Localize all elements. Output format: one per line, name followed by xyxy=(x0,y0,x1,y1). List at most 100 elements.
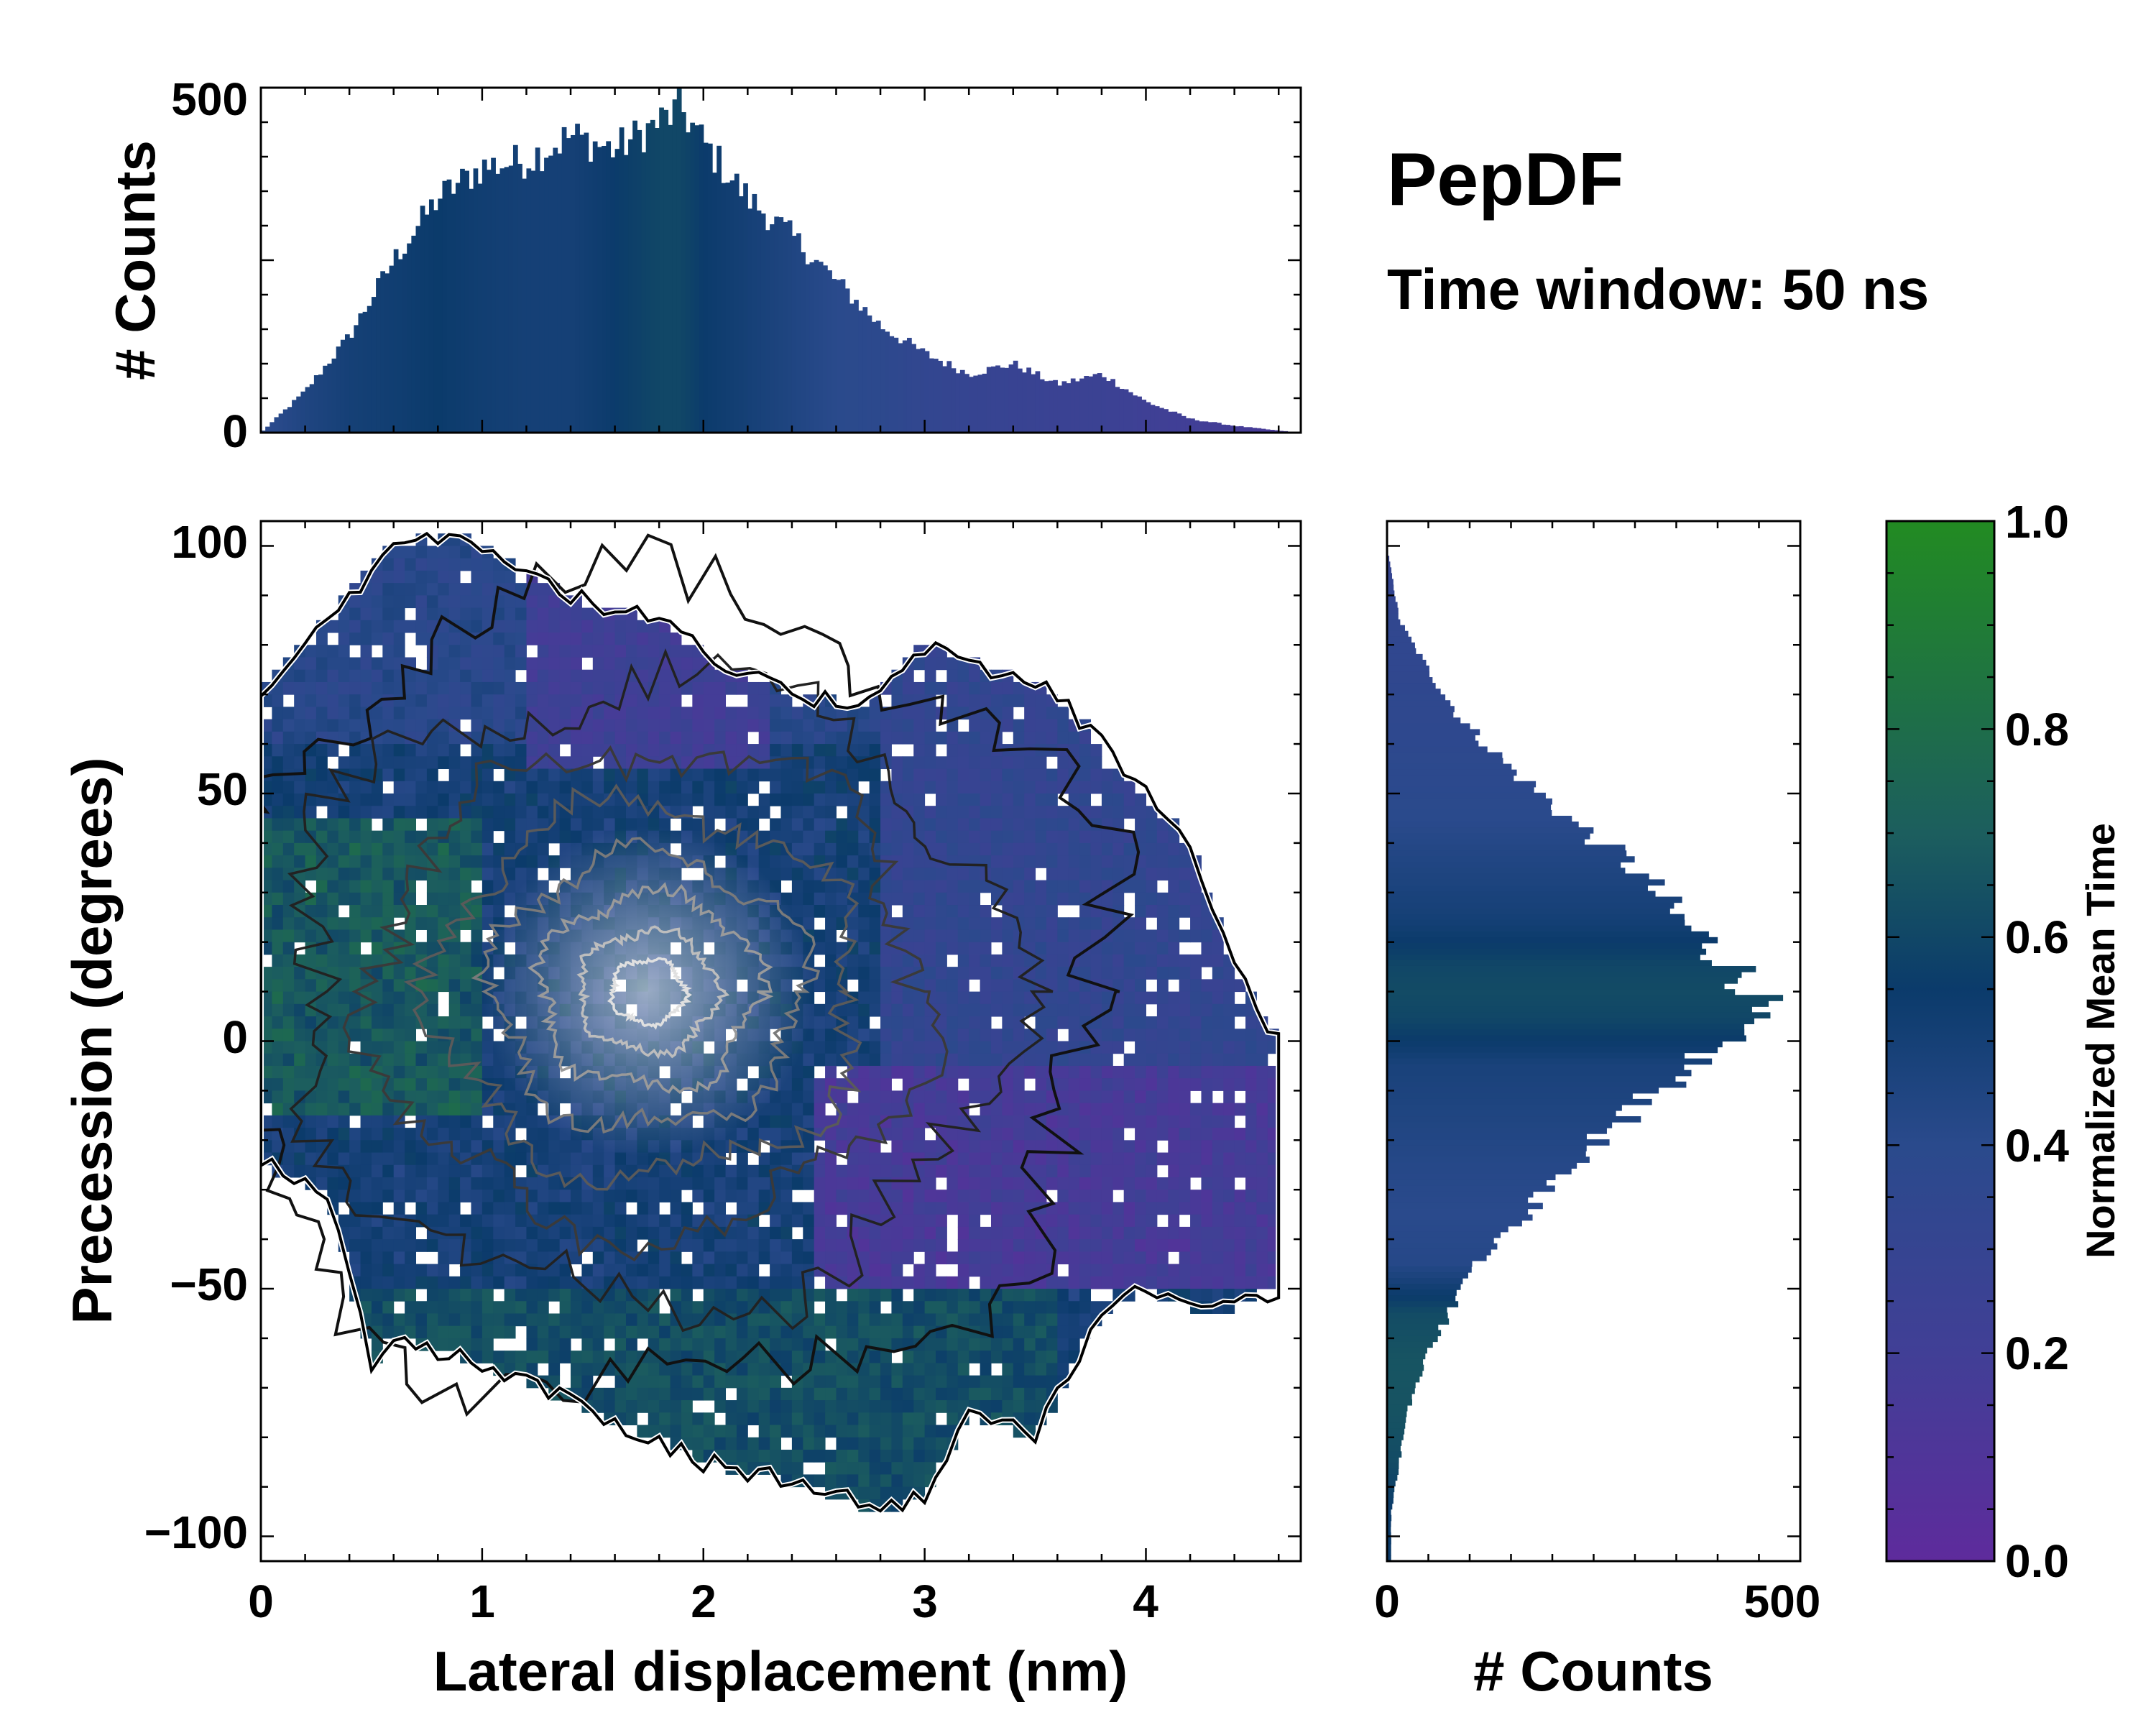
heatmap-cell xyxy=(880,1053,892,1067)
heatmap-cell xyxy=(946,1164,959,1178)
heatmap-cell xyxy=(924,719,936,732)
heatmap-cell xyxy=(703,707,715,720)
heatmap-cell xyxy=(305,954,317,967)
heatmap-cell xyxy=(681,1313,693,1327)
heatmap-cell xyxy=(1212,1003,1224,1017)
heatmap-cell xyxy=(980,1190,992,1202)
heatmap-cell xyxy=(338,979,350,993)
heatmap-cell xyxy=(869,1041,881,1054)
heatmap-cell xyxy=(1101,1276,1113,1289)
heatmap-cell xyxy=(448,1065,461,1079)
heatmap-cell xyxy=(360,1251,372,1265)
heatmap-cell xyxy=(614,744,627,757)
heatmap-cell xyxy=(880,1065,892,1079)
top-histogram-bar xyxy=(1168,411,1174,433)
heatmap-cell xyxy=(327,781,339,794)
heatmap-cell xyxy=(791,768,803,782)
heatmap-cell xyxy=(592,731,604,745)
top-histogram-bar xyxy=(752,193,757,433)
heatmap-cell xyxy=(648,744,660,757)
heatmap-cell xyxy=(571,620,582,633)
top-histogram-bar xyxy=(1269,430,1275,433)
heatmap-cell xyxy=(482,781,494,794)
heatmap-cell xyxy=(780,855,793,868)
heatmap-cell xyxy=(847,1202,859,1215)
heatmap-cell xyxy=(305,768,317,782)
heatmap-cell xyxy=(736,793,748,806)
heatmap-cell xyxy=(913,1115,926,1128)
heatmap-cell xyxy=(946,781,959,794)
heatmap-cell xyxy=(1256,1065,1268,1079)
heatmap-cell xyxy=(1201,1029,1213,1041)
heatmap-cell xyxy=(471,991,483,1005)
heatmap-cell xyxy=(969,1078,981,1091)
heatmap-cell xyxy=(1035,1301,1047,1314)
heatmap-cell xyxy=(1057,880,1069,893)
heatmap-cell xyxy=(1079,781,1092,794)
heatmap-cell xyxy=(1234,1140,1246,1154)
heatmap-cell xyxy=(659,1313,671,1327)
heatmap-cell xyxy=(1146,1190,1158,1202)
top-histogram-bar xyxy=(1123,389,1129,433)
heatmap-cell xyxy=(913,1065,926,1079)
heatmap-cell xyxy=(780,1251,793,1265)
heatmap-cell xyxy=(747,1289,760,1302)
heatmap-cell xyxy=(371,1289,383,1302)
heatmap-cell xyxy=(1002,1325,1014,1339)
heatmap-cell xyxy=(1057,1065,1069,1079)
heatmap-cells xyxy=(261,533,1279,1512)
heatmap-cell xyxy=(438,1164,450,1178)
heatmap-cell xyxy=(703,806,715,819)
heatmap-cell xyxy=(703,1338,715,1351)
heatmap-cell xyxy=(338,1041,350,1054)
heatmap-cell xyxy=(736,1251,748,1265)
heatmap-cell xyxy=(1013,1115,1025,1128)
heatmap-cell xyxy=(1002,1190,1014,1202)
heatmap-cell xyxy=(1101,768,1113,782)
heatmap-cell xyxy=(747,768,760,782)
heatmap-cell xyxy=(504,1202,516,1215)
heatmap-cell xyxy=(703,1202,715,1215)
heatmap-cell xyxy=(460,1190,471,1202)
heatmap-cell xyxy=(1057,1313,1069,1327)
heatmap-cell xyxy=(1112,1276,1125,1289)
heatmap-cell xyxy=(1013,892,1025,906)
heatmap-cell xyxy=(1135,793,1146,806)
heatmap-cell xyxy=(1057,830,1069,844)
heatmap-cell xyxy=(1002,868,1014,881)
heatmap-cell xyxy=(980,1065,992,1079)
heatmap-cell xyxy=(471,1351,483,1363)
heatmap-cell xyxy=(625,1276,637,1289)
heatmap-cell xyxy=(1002,781,1014,794)
heatmap-cell xyxy=(736,1276,748,1289)
heatmap-cell xyxy=(1035,880,1047,893)
heatmap-cell xyxy=(393,558,405,571)
heatmap-cell xyxy=(1156,842,1169,856)
heatmap-cell xyxy=(625,681,637,695)
heatmap-cell xyxy=(891,694,903,707)
heatmap-cell xyxy=(515,1301,527,1314)
heatmap-cell xyxy=(836,830,848,844)
heatmap-cell xyxy=(559,1164,571,1178)
heatmap-cell xyxy=(559,1313,571,1327)
heatmap-cell xyxy=(282,842,295,856)
heatmap-cell xyxy=(791,1103,803,1116)
heatmap-cell xyxy=(924,905,936,918)
top-histogram-bar xyxy=(681,112,686,433)
heatmap-cell xyxy=(990,1325,1003,1339)
heatmap-cell xyxy=(1168,905,1180,918)
heatmap-cell xyxy=(891,768,903,782)
heatmap-cell xyxy=(670,1251,682,1265)
heatmap-cell xyxy=(946,967,959,980)
heatmap-cell xyxy=(891,1276,903,1289)
heatmap-cell xyxy=(836,892,848,906)
heatmap-cell xyxy=(1079,929,1092,943)
heatmap-cell xyxy=(936,1226,947,1240)
heatmap-cell xyxy=(1002,929,1014,943)
heatmap-cell xyxy=(282,1003,295,1017)
heatmap-cell xyxy=(272,991,284,1005)
heatmap-cell xyxy=(803,1140,815,1154)
heatmap-cell xyxy=(382,1264,395,1277)
heatmap-cell xyxy=(803,892,815,906)
heatmap-cell xyxy=(1046,1351,1058,1363)
